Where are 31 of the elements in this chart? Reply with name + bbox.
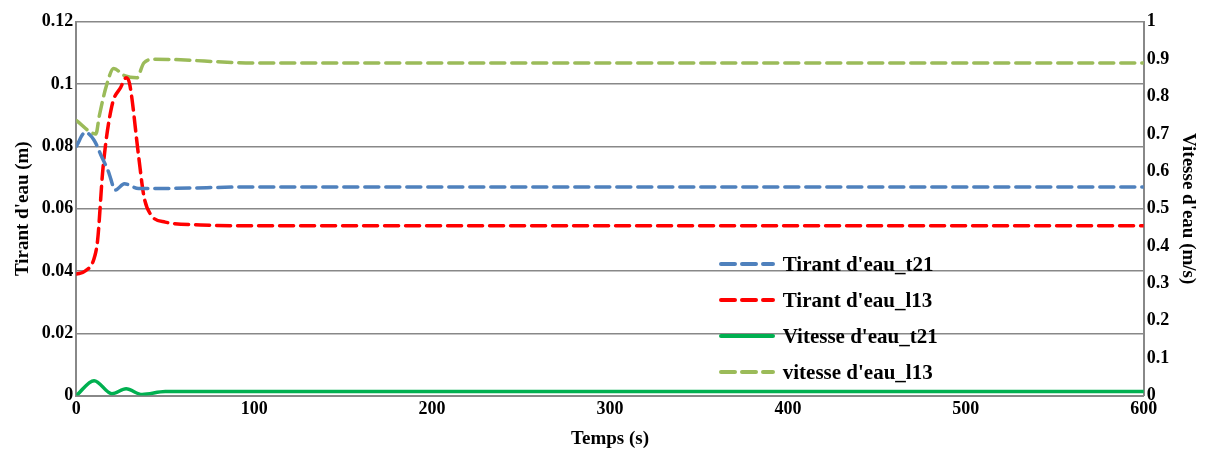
y2-tick-label: 0.1: [1146, 346, 1170, 367]
legend-label: vitesse d'eau_l13: [782, 359, 933, 387]
y-tick-label: 0.04: [41, 259, 74, 280]
line-series: [76, 57, 1144, 136]
y2-tick-label: 1: [1146, 10, 1156, 31]
legend-label: Tirant d'eau_t21: [782, 251, 934, 279]
legend-label: Vitesse d'eau_t21: [782, 323, 938, 351]
x-tick-label: 300: [596, 398, 624, 419]
y2-tick-label: 0.8: [1146, 85, 1170, 106]
x-tick-label: 500: [952, 398, 980, 419]
x-tick-label: 100: [240, 398, 268, 419]
y2-tick-label: 0.3: [1146, 272, 1170, 293]
y-tick-label: 0.1: [50, 72, 74, 93]
y2-tick-label: 0.2: [1146, 309, 1170, 330]
line-series: [76, 76, 1144, 276]
y2-tick-label: 0.9: [1146, 47, 1170, 68]
x-axis-title: Temps (s): [571, 426, 649, 449]
y2-tick-label: 0.5: [1146, 197, 1170, 218]
y2-axis-title: Vitesse d'eau (m/s): [1177, 133, 1200, 285]
x-tick-label: 200: [418, 398, 446, 419]
x-tick-label: 400: [774, 398, 802, 419]
y-tick-label: 0.12: [41, 10, 74, 31]
y-tick-label: 0.06: [41, 197, 74, 218]
legend-label: Tirant d'eau_l13: [782, 287, 933, 315]
line-series: [76, 130, 1144, 192]
y-tick-label: 0.08: [41, 135, 74, 156]
y2-tick-label: 0.4: [1146, 234, 1170, 255]
y-axis-title: Tirant d'eau (m): [11, 141, 34, 277]
y2-tick-label: 0.7: [1146, 122, 1170, 143]
y2-tick-label: 0.6: [1146, 159, 1170, 180]
y-tick-label: 0.02: [41, 321, 74, 342]
